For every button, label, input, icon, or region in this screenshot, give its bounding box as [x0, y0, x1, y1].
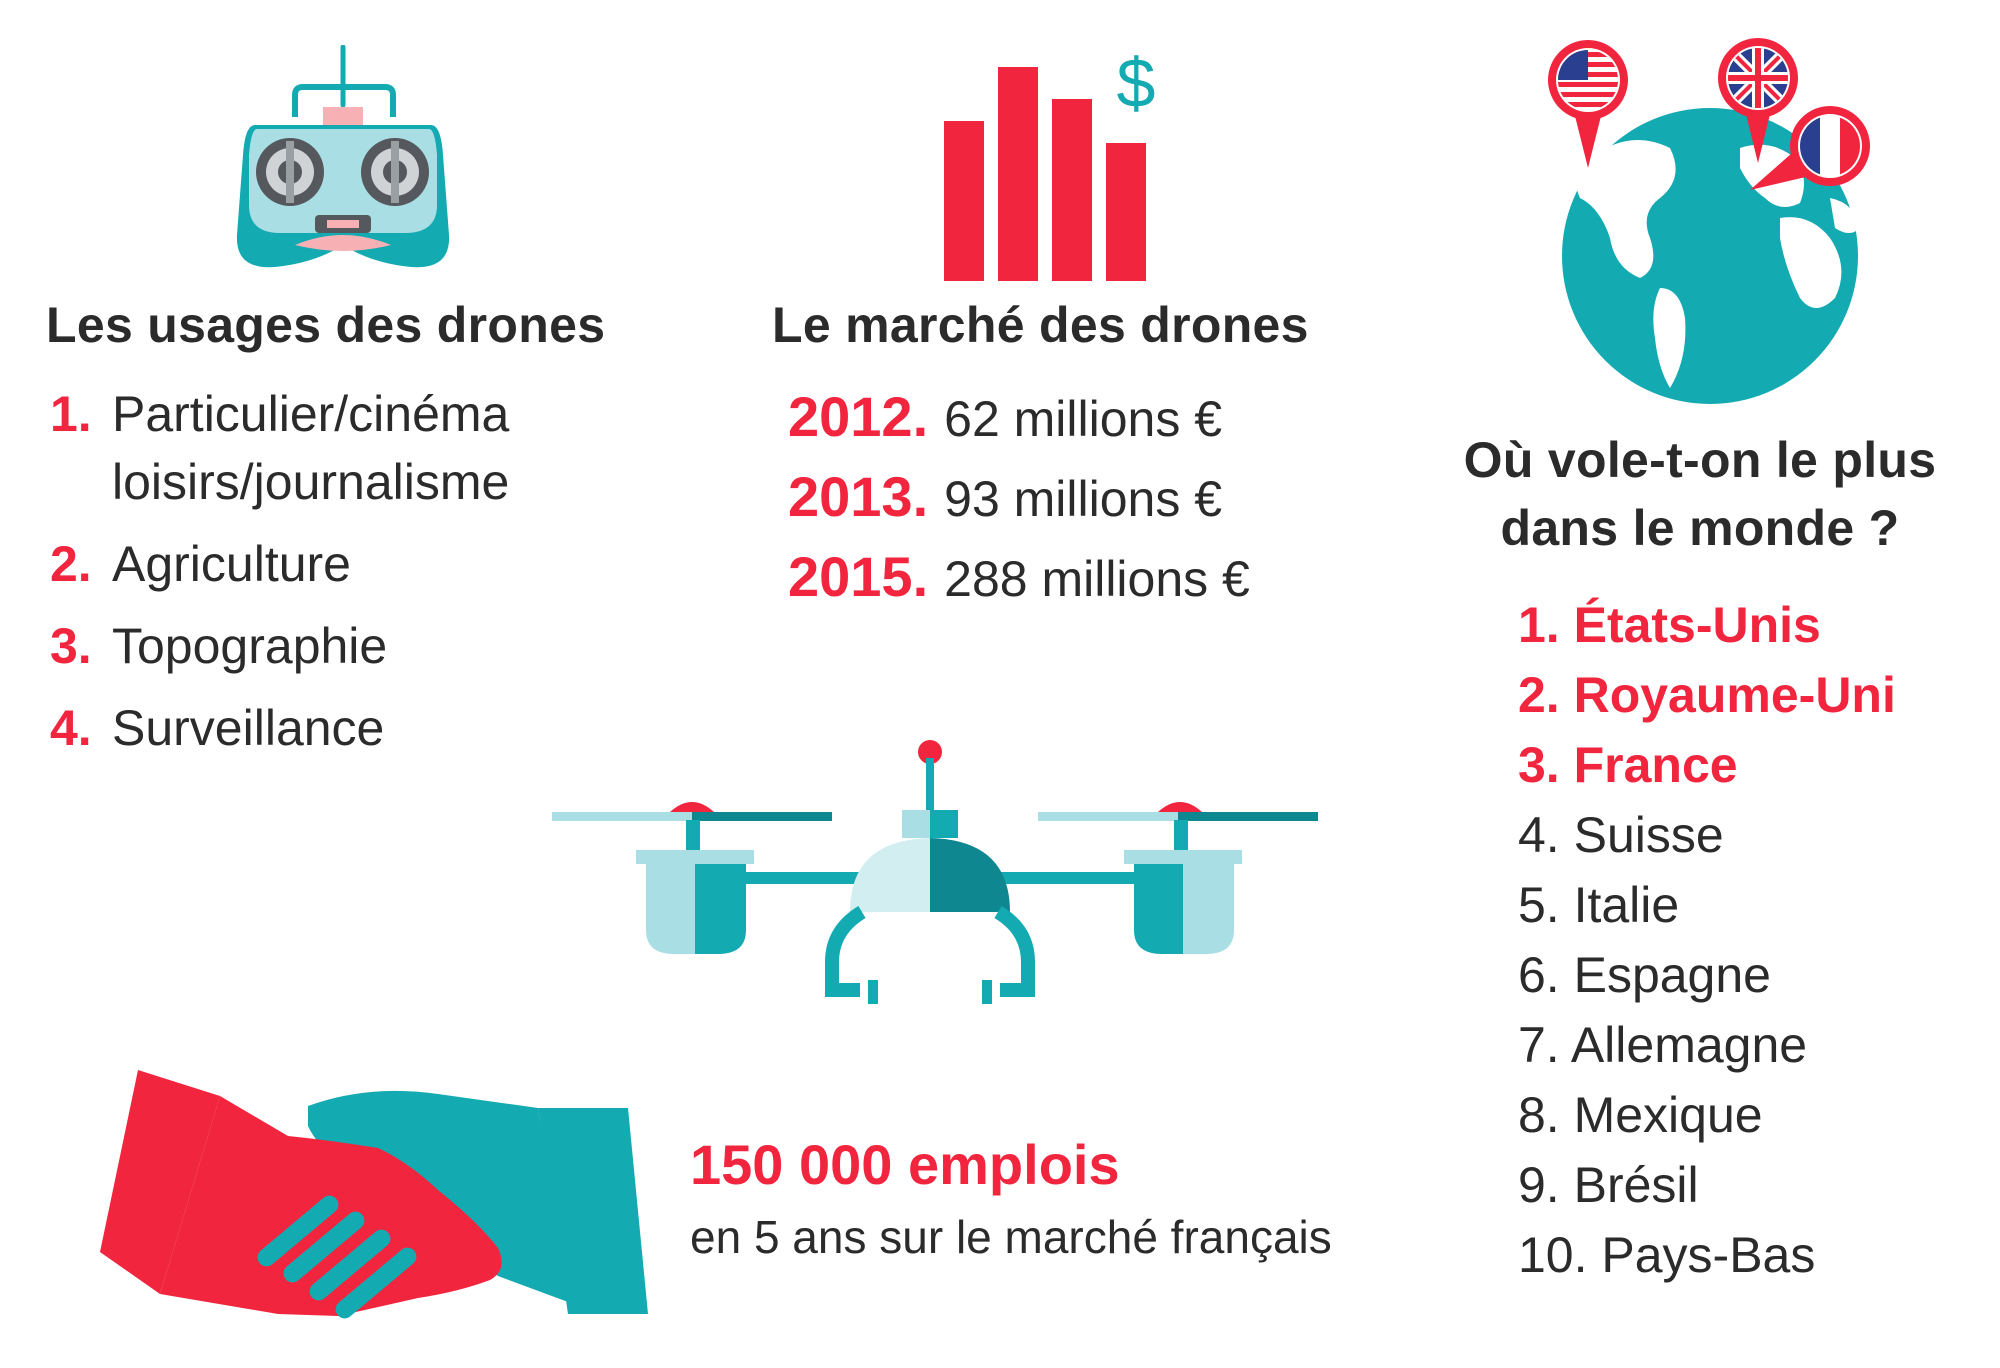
market-item: 2013. 93 millions €	[788, 466, 1250, 530]
uk-flag-pin	[1718, 38, 1798, 163]
dollar-sign: $	[1117, 45, 1156, 122]
jobs-subtitle: en 5 ans sur le marché français	[690, 1211, 1332, 1263]
usage-item: 2. Agriculture	[50, 530, 509, 598]
countries-list: 1. États-Unis 2. Royaume-Uni 3. France 4…	[1518, 590, 1896, 1290]
market-list: 2012. 62 millions € 2013. 93 millions € …	[788, 386, 1250, 626]
country-item: 5. Italie	[1518, 877, 1680, 933]
usages-title: Les usages des drones	[46, 297, 606, 353]
country-item: 9. Brésil	[1518, 1157, 1699, 1213]
country-item: 8. Mexique	[1518, 1087, 1763, 1143]
market-title: Le marché des drones	[772, 297, 1309, 353]
usage-label: Particulier/cinéma loisirs/journalisme	[112, 386, 510, 510]
country-item: 7. Allemagne	[1518, 1017, 1808, 1073]
bar-chart-dollar-icon: $	[940, 45, 1200, 285]
country-item: 3. France	[1518, 737, 1738, 793]
market-item: 2015. 288 millions €	[788, 546, 1250, 610]
market-value: 62 millions €	[944, 391, 1223, 447]
jobs-title: 150 000 emplois	[690, 1133, 1120, 1196]
market-value: 93 millions €	[944, 471, 1223, 527]
country-item: 2. Royaume-Uni	[1518, 667, 1896, 723]
market-item: 2012. 62 millions €	[788, 386, 1250, 450]
usage-label: Agriculture	[112, 536, 351, 592]
drone-icon	[550, 740, 1330, 1020]
usage-number: 3.	[50, 618, 92, 674]
countries-title: Où vole-t-on le plus dans le monde ?	[1463, 432, 1937, 556]
country-item: 1. États-Unis	[1518, 597, 1821, 653]
usage-number: 1.	[50, 386, 92, 442]
usage-label: Surveillance	[112, 700, 385, 756]
market-year: 2012.	[788, 385, 929, 448]
usage-item: 3. Topographie	[50, 612, 509, 680]
usage-item: 1. Particulier/cinéma loisirs/journalism…	[50, 380, 509, 516]
usage-number: 4.	[50, 700, 92, 756]
usage-number: 2.	[50, 536, 92, 592]
remote-controller-icon	[235, 45, 455, 275]
country-item: 6. Espagne	[1518, 947, 1771, 1003]
country-item: 4. Suisse	[1518, 807, 1724, 863]
usages-list: 1. Particulier/cinéma loisirs/journalism…	[50, 380, 509, 776]
usa-flag-pin	[1548, 40, 1628, 168]
market-year: 2015.	[788, 545, 929, 608]
country-item: 10. Pays-Bas	[1518, 1227, 1816, 1283]
usage-item: 4. Surveillance	[50, 694, 509, 762]
handshake-icon	[98, 1062, 648, 1322]
market-value: 288 millions €	[944, 551, 1250, 607]
market-year: 2013.	[788, 465, 929, 528]
globe-flags-icon	[1510, 38, 1910, 408]
france-flag-pin	[1750, 106, 1870, 190]
usage-label: Topographie	[112, 618, 388, 674]
